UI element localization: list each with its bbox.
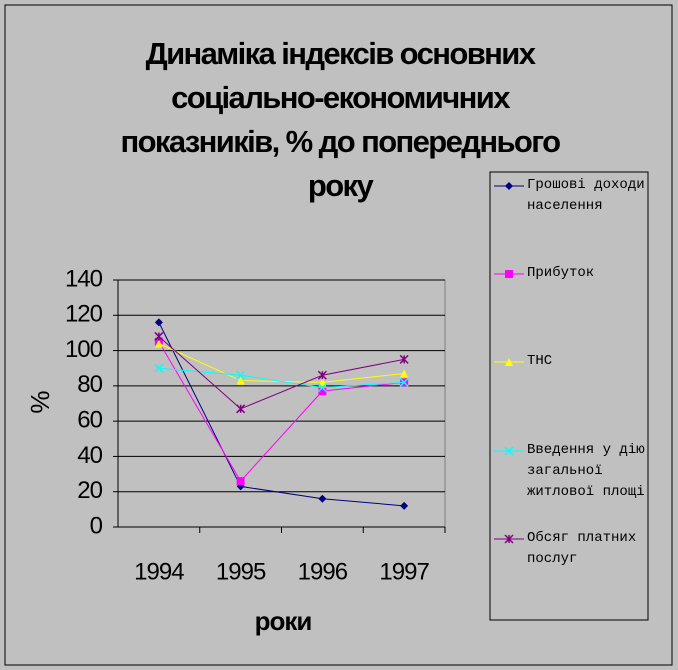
data-point (400, 501, 409, 510)
y-tick-label: 60 (77, 406, 102, 433)
series-line (158, 341, 405, 482)
y-tick-label: 20 (77, 477, 102, 504)
legend-marker (504, 534, 514, 544)
y-tick-label: 80 (77, 371, 102, 398)
data-point (236, 370, 246, 380)
x-tick-label: 1994 (134, 558, 184, 585)
data-point (154, 339, 163, 348)
legend-marker (504, 446, 514, 456)
x-tick-label: 1995 (216, 558, 266, 585)
data-point (400, 369, 409, 378)
legend-label: Прибуток (527, 265, 595, 281)
y-tick-label: 0 (90, 512, 103, 539)
y-tick-label: 40 (77, 442, 102, 469)
x-tick-label: 1997 (379, 558, 429, 585)
y-tick-label: 140 (65, 265, 103, 292)
data-point (236, 477, 245, 486)
data-point (318, 494, 327, 503)
legend-marker (505, 182, 513, 190)
legend-marker (505, 270, 513, 278)
data-point (399, 377, 409, 387)
legend-label: Обсяг платних послуг (527, 530, 637, 567)
series-line (158, 322, 405, 507)
chart-title: Динаміка індексів основних соціально-еко… (120, 36, 561, 203)
data-point (318, 387, 327, 396)
data-point (318, 378, 327, 387)
legend-label: Введення у дію загальної житлової площі (527, 442, 645, 500)
data-point (317, 370, 327, 380)
data-point (399, 354, 409, 364)
plot-area (117, 279, 446, 528)
legend-label: Грошові доходи населення (527, 177, 645, 214)
data-point (154, 331, 164, 341)
y-tick-label: 120 (65, 301, 103, 328)
legend-label: ТНС (527, 353, 553, 369)
series-line (158, 336, 405, 410)
x-tick-label: 1996 (298, 558, 348, 585)
legend-marker (505, 358, 513, 366)
data-point (236, 404, 246, 414)
y-axis-label: % (25, 390, 55, 413)
data-point (236, 376, 245, 385)
y-tick-label: 100 (65, 336, 103, 363)
data-point (154, 363, 164, 373)
data-point (154, 318, 163, 327)
series-line (158, 367, 405, 389)
data-point (317, 383, 327, 393)
legend-box (489, 171, 649, 621)
x-axis-label: роки (255, 606, 312, 636)
